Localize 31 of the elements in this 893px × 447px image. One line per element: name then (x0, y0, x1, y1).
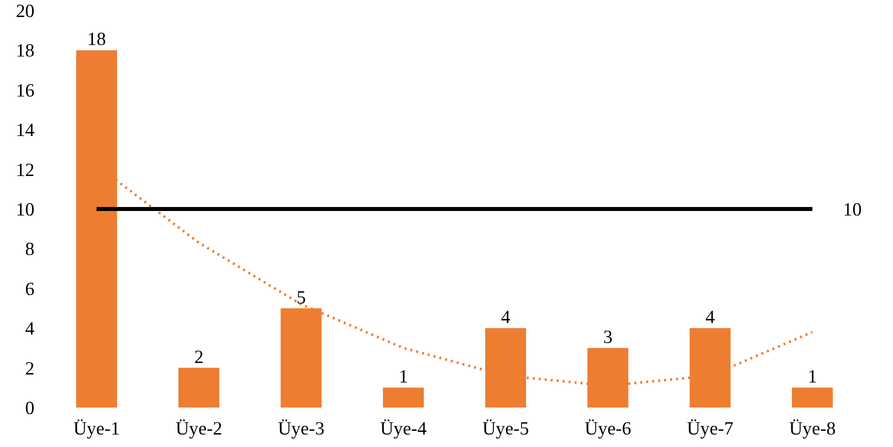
y-tick-label: 8 (25, 239, 34, 260)
ref-line-label: 10 (843, 200, 862, 220)
data-label: 4 (705, 307, 716, 328)
x-tick-label: Üye-2 (176, 418, 222, 440)
data-label: 18 (87, 29, 106, 50)
y-tick-label: 14 (16, 120, 36, 142)
bar (178, 368, 220, 408)
y-tick-label: 6 (25, 278, 34, 300)
y-tick-label: 12 (16, 160, 34, 181)
y-tick-label: 18 (16, 40, 34, 62)
bar (792, 388, 833, 408)
y-tick-label: 0 (25, 398, 34, 419)
x-tick-label: Üye-6 (584, 418, 632, 440)
data-label: 3 (603, 326, 613, 348)
y-tick-label: 4 (25, 318, 36, 340)
data-label: 2 (194, 346, 204, 368)
y-tick-label: 10 (16, 200, 34, 220)
x-tick-label: Üye-4 (380, 418, 428, 440)
y-tick-label: 16 (16, 80, 34, 102)
data-label: 5 (296, 287, 306, 308)
x-tick-label: Üye-3 (278, 418, 324, 440)
x-tick-label: Üye-1 (73, 418, 120, 440)
bar (382, 388, 424, 408)
x-tick-label: Üye-5 (482, 418, 529, 440)
data-label: 1 (808, 366, 818, 388)
data-label: 4 (500, 307, 511, 328)
y-tick-label: 20 (16, 1, 34, 22)
data-label: 1 (398, 366, 408, 388)
x-tick-label: Üye-7 (686, 418, 734, 440)
y-tick-label: 2 (25, 358, 34, 380)
x-tick-label: Üye-8 (789, 418, 836, 440)
